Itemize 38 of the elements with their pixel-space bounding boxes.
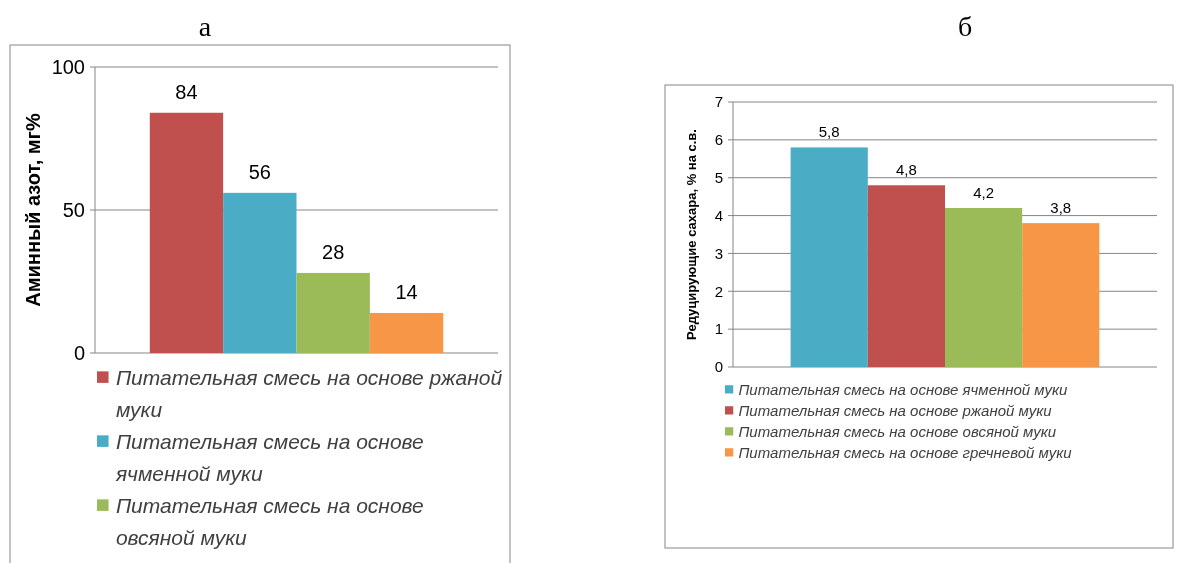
legend-label: Питательная смесь на основе овсяной муки: [115, 494, 424, 549]
y-axis-title: Редуцирующие сахара, % на с.в.: [684, 129, 699, 340]
legend-label: Питательная смесь на основе ржаной муки: [738, 402, 1053, 419]
y-tick-label: 0: [714, 358, 723, 376]
legend-label: Питательная смесь на основе ржаной муки: [115, 366, 503, 421]
legend-label: Питательная смесь на основе гречневой муки: [738, 444, 1073, 461]
chart-title: а: [198, 11, 212, 42]
legend-label: Питательная смесь на основе ячменной муки: [114, 430, 424, 485]
bar: [296, 272, 370, 353]
data-label: 4,2: [973, 183, 995, 201]
y-axis-title: Аминный азот, мг%: [22, 113, 44, 307]
y-tick-label: 50: [62, 199, 85, 221]
y-tick-label: 5: [714, 168, 723, 186]
legend-label: Питательная смесь на основе овсяной муки: [738, 423, 1057, 440]
bar: [1022, 223, 1100, 367]
y-tick-label: 7: [714, 93, 723, 111]
y-tick-label: 0: [73, 342, 85, 364]
bar: [867, 185, 945, 367]
bar: [223, 192, 297, 353]
bar: [369, 312, 444, 353]
y-tick-label: 2: [714, 282, 723, 300]
data-label: 84: [175, 80, 198, 103]
bar: [149, 112, 224, 353]
y-tick-label: 100: [51, 56, 85, 78]
y-tick-label: 6: [714, 131, 723, 149]
data-label: 28: [322, 240, 345, 263]
data-label: 5,8: [818, 122, 840, 140]
data-label: 4,8: [895, 160, 917, 178]
data-label: 14: [395, 280, 418, 303]
bar: [790, 147, 868, 367]
data-label: 3,8: [1050, 198, 1072, 216]
y-tick-label: 3: [714, 244, 723, 262]
legend-label: Питательная смесь на основе ячменной муки: [738, 381, 1069, 398]
y-tick-label: 1: [714, 320, 723, 338]
bar: [945, 208, 1023, 367]
chart-title: б: [957, 11, 973, 42]
data-label: 56: [248, 160, 271, 183]
y-tick-label: 4: [714, 206, 723, 224]
